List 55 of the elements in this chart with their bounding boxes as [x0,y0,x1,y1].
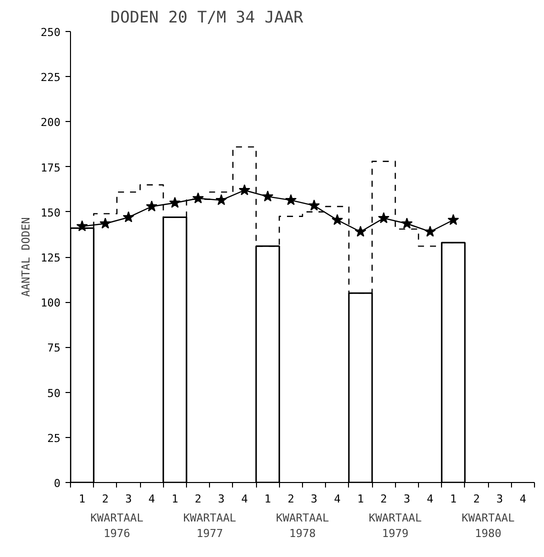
text: KWARTAAL 1978 [276,512,330,540]
y-tick-label: 50 [47,386,61,400]
x-tick-label: 4 [148,492,156,506]
x-tick-label: 3 [496,492,504,506]
point [238,184,250,196]
x-tick-label: 3 [310,492,318,506]
point [216,194,228,206]
y-tick-label: 200 [40,116,61,130]
point [285,194,297,206]
point [100,218,112,229]
x-tick-label: 1 [357,492,364,506]
point [448,214,460,225]
y-tick-label: 75 [47,342,61,355]
point [122,211,134,222]
x-tick-label: 1 [450,492,457,506]
x-tick-label: 1 [78,492,86,506]
y-tick-label: 250 [40,26,61,39]
point [401,218,413,229]
x-tick-label: 1 [264,492,272,506]
point [308,200,320,211]
x-tick-label: 4 [334,492,341,506]
x-tick-label: 3 [125,492,132,506]
point [169,196,181,208]
y-tick-label: 125 [40,252,61,264]
y-tick-label: 100 [40,296,61,310]
text: KWARTAAL 1977 [183,512,237,540]
y-tick-label: 150 [40,206,61,220]
point [192,192,204,204]
x-tick-label: 2 [473,492,480,506]
y-tick-label: 0 [54,477,60,490]
point [76,220,88,232]
x-tick-label: 2 [194,492,202,506]
x-tick-label: 2 [102,492,109,506]
y-tick-label: 175 [40,161,61,174]
x-tick-label: 1 [172,492,178,506]
x-tick-label: 2 [380,492,388,506]
y-tick-label: 25 [47,432,61,445]
point [146,200,158,212]
x-tick-label: 3 [218,492,225,506]
x-tick-label: 4 [426,492,434,506]
point [332,214,344,225]
point [424,226,436,237]
x-tick-label: 4 [520,492,527,506]
text: KWARTAAL 1980 [462,512,515,540]
x-tick-label: 4 [241,492,248,506]
y-tick-label: 225 [40,71,61,84]
point [354,226,366,237]
point [378,212,390,224]
x-tick-label: 2 [288,492,294,506]
point [262,190,274,202]
text: KWARTAAL 1979 [368,512,422,540]
y-axis-title: AANTAL DODEN [20,217,33,297]
x-tick-label: 3 [404,492,410,506]
text: KWARTAAL 1976 [90,512,144,540]
chart-title: DODEN 20 T/M 34 JAAR [110,8,304,26]
